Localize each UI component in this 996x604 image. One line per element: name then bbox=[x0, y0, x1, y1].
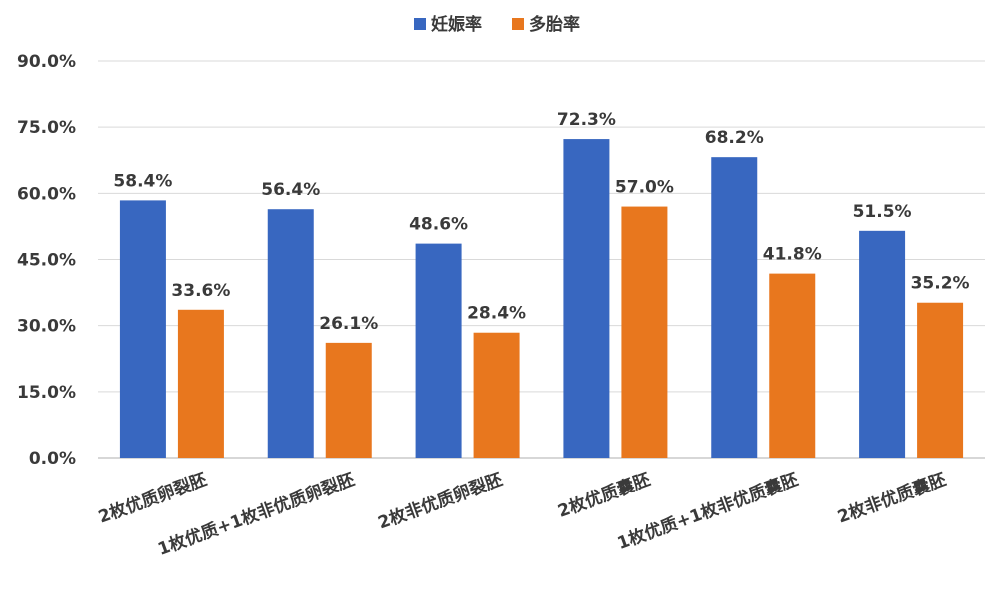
bar-multiple-birth-rate bbox=[621, 206, 668, 458]
data-label-pregnancy-rate: 68.2% bbox=[705, 128, 764, 148]
y-tick-label: 30.0% bbox=[17, 317, 76, 337]
bar-pregnancy-rate bbox=[711, 157, 758, 458]
x-tick-label: 2枚优质卵裂胚 bbox=[95, 469, 209, 528]
y-tick-label: 45.0% bbox=[17, 251, 76, 271]
y-tick-label: 75.0% bbox=[17, 118, 76, 138]
y-tick-label: 90.0% bbox=[17, 52, 76, 72]
bars bbox=[119, 139, 964, 458]
y-tick-label: 0.0% bbox=[29, 449, 76, 469]
data-label-multiple-birth-rate: 26.1% bbox=[319, 314, 378, 334]
data-label-pregnancy-rate: 48.6% bbox=[409, 215, 468, 235]
bar-multiple-birth-rate bbox=[769, 273, 816, 458]
data-label-pregnancy-rate: 51.5% bbox=[853, 202, 912, 222]
legend-swatch-multiple-birth-rate bbox=[512, 18, 524, 30]
bar-multiple-birth-rate bbox=[177, 309, 224, 458]
data-labels: 58.4% 33.6% 56.4% 26.1% 48.6% 28.4% 72.3% 57.0%… bbox=[113, 110, 969, 334]
y-tick-label: 60.0% bbox=[17, 184, 76, 204]
x-tick-label: 2枚非优质卵裂胚 bbox=[375, 469, 505, 533]
data-label-multiple-birth-rate: 57.0% bbox=[615, 178, 674, 198]
data-label-pregnancy-rate: 58.4% bbox=[113, 171, 172, 191]
y-tick-label: 15.0% bbox=[17, 383, 76, 403]
legend-label-pregnancy-rate: 妊娠率 bbox=[431, 14, 482, 35]
data-label-multiple-birth-rate: 28.4% bbox=[467, 304, 526, 324]
data-label-multiple-birth-rate: 33.6% bbox=[171, 281, 230, 301]
bar-pregnancy-rate bbox=[859, 230, 906, 458]
legend-label-multiple-birth-rate: 多胎率 bbox=[529, 14, 580, 35]
data-label-multiple-birth-rate: 41.8% bbox=[763, 245, 822, 265]
bar-multiple-birth-rate bbox=[325, 342, 372, 458]
gridlines bbox=[98, 60, 985, 393]
bar-multiple-birth-rate bbox=[473, 332, 520, 458]
bar-pregnancy-rate bbox=[267, 209, 314, 458]
legend-swatch-pregnancy-rate bbox=[414, 18, 426, 30]
x-tick-label: 2枚非优质囊胚 bbox=[835, 469, 949, 528]
bar-pregnancy-rate bbox=[563, 139, 610, 458]
x-tick-label: 2枚优质囊胚 bbox=[555, 469, 653, 522]
bar-pregnancy-rate bbox=[415, 243, 462, 458]
bar-pregnancy-rate bbox=[119, 200, 166, 458]
bar-multiple-birth-rate bbox=[917, 302, 964, 458]
y-axis-ticks: 0.0% 15.0% 30.0% 45.0% 60.0% 75.0% 90.0% bbox=[17, 52, 76, 469]
data-label-pregnancy-rate: 56.4% bbox=[261, 180, 320, 200]
legend: 妊娠率 多胎率 bbox=[414, 14, 580, 35]
data-label-multiple-birth-rate: 35.2% bbox=[911, 274, 970, 294]
data-label-pregnancy-rate: 72.3% bbox=[557, 110, 616, 130]
